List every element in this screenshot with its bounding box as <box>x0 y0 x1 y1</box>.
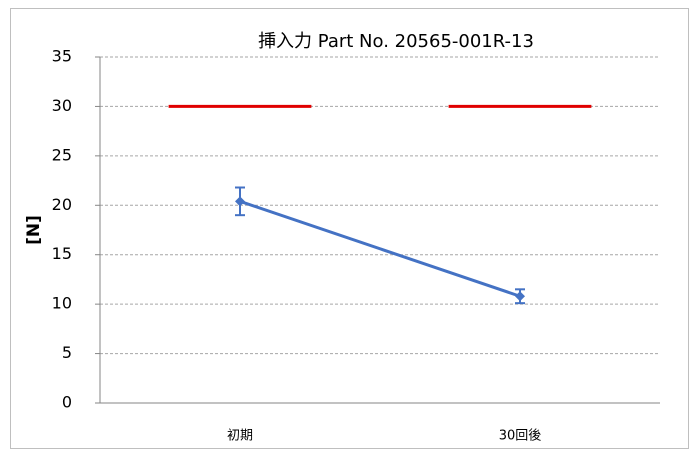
y-axis-label: [N] <box>24 215 44 245</box>
y-tick-label: 25 <box>52 145 72 164</box>
y-tick-label: 5 <box>62 343 72 362</box>
chart-frame <box>10 8 689 449</box>
marker <box>515 291 525 302</box>
y-tick-label: 0 <box>62 393 72 412</box>
x-tick-label: 30回後 <box>499 429 542 444</box>
x-tick-label: 初期 <box>227 429 253 444</box>
y-tick-label: 30 <box>52 96 72 115</box>
marker <box>235 196 245 207</box>
y-tick-label: 35 <box>52 47 72 66</box>
chart-title: 挿入力 Part No. 20565-001R-13 <box>258 31 534 52</box>
y-tick-label: 10 <box>52 294 72 313</box>
y-tick-label: 15 <box>52 244 72 263</box>
series-line <box>239 199 521 298</box>
y-tick-label: 20 <box>52 195 72 214</box>
